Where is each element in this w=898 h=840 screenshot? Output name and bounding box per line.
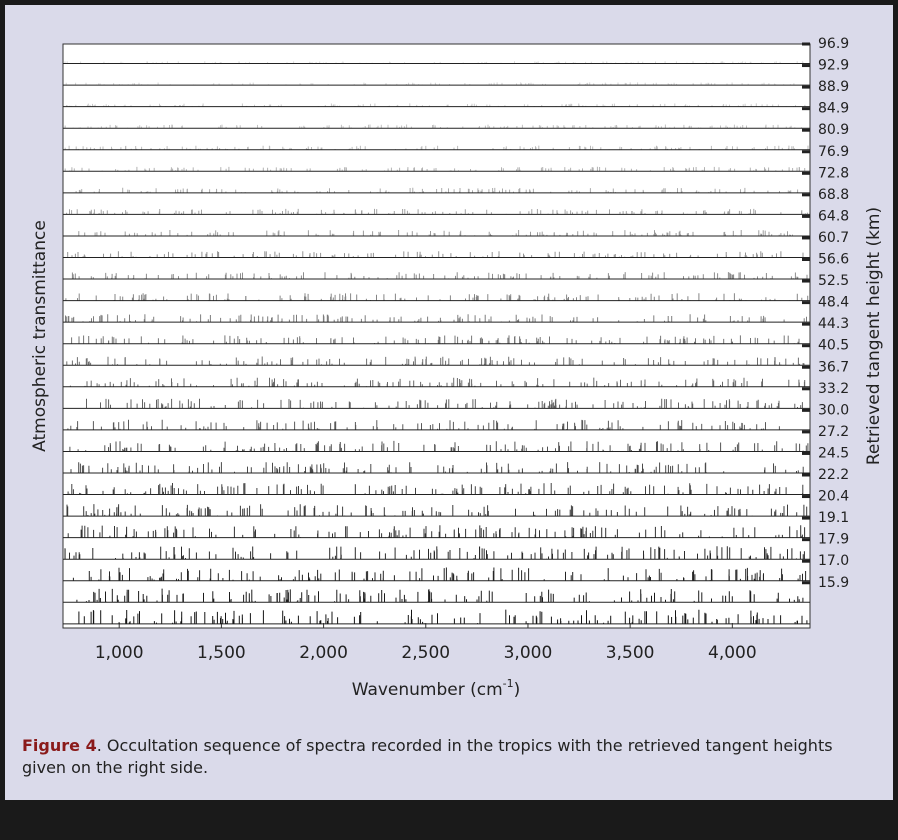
y2-tick-label: 56.6 bbox=[818, 252, 849, 268]
y2-axis-label: Retrieved tangent height (km) bbox=[864, 207, 884, 465]
plot-area bbox=[62, 43, 811, 629]
y2-tick-label: 27.2 bbox=[818, 424, 849, 440]
y2-tick-label: 44.3 bbox=[818, 316, 849, 332]
x-tick-label: 4,000 bbox=[708, 643, 757, 663]
y2-tick-label: 96.9 bbox=[818, 36, 849, 52]
x-axis-label-end: ) bbox=[514, 680, 521, 700]
y2-tick-label: 52.5 bbox=[818, 273, 849, 289]
y2-tick-label: 64.8 bbox=[818, 208, 849, 224]
y2-tick-label: 19.1 bbox=[818, 510, 849, 526]
y2-tick-label: 68.8 bbox=[818, 187, 849, 203]
y2-tick-label: 40.5 bbox=[818, 338, 849, 354]
spectrum-texture bbox=[76, 588, 804, 603]
chart: Atmospheric transmittance Retrieved tang… bbox=[30, 36, 884, 700]
y2-tick-label: 17.0 bbox=[818, 553, 849, 569]
spectrum-texture bbox=[64, 546, 805, 560]
x-axis-label-sup: -1 bbox=[503, 677, 514, 690]
y2-tick-label: 30.0 bbox=[818, 402, 849, 418]
spectrum-texture bbox=[66, 356, 805, 366]
y2-tick-label: 60.7 bbox=[818, 230, 849, 246]
y2-tick-label: 24.5 bbox=[818, 445, 849, 461]
caption: Figure 4. Occultation sequence of spectr… bbox=[22, 735, 862, 779]
x-tick-label: 2,000 bbox=[299, 643, 348, 663]
caption-text: . Occultation sequence of spectra record… bbox=[22, 736, 833, 777]
spectrum-texture bbox=[67, 483, 804, 495]
y2-tick-label: 15.9 bbox=[818, 575, 849, 591]
spectrum-texture bbox=[65, 314, 807, 323]
x-tick-label: 1,500 bbox=[197, 643, 246, 663]
y2-tick-label: 80.9 bbox=[818, 122, 849, 138]
x-axis-label: Wavenumber (cm-1) bbox=[352, 677, 521, 700]
spectrum-texture bbox=[69, 440, 809, 452]
y2-tick-label: 88.9 bbox=[818, 79, 849, 95]
y2-tick-label: 48.4 bbox=[818, 295, 849, 311]
spectrum-texture bbox=[78, 230, 793, 236]
x-tick-label: 3,000 bbox=[504, 643, 553, 663]
spectrum-texture bbox=[86, 398, 803, 409]
x-axis-label-text: Wavenumber (cm bbox=[352, 680, 503, 700]
x-tick-label: 1,000 bbox=[95, 643, 144, 663]
y-axis-label: Atmospheric transmittance bbox=[30, 220, 50, 452]
y2-tick-label: 72.8 bbox=[818, 165, 849, 181]
y2-tick-label: 17.9 bbox=[818, 532, 849, 548]
y2-tick-label: 76.9 bbox=[818, 144, 849, 160]
y2-tick-label: 20.4 bbox=[818, 489, 849, 505]
x-tick-label: 2,500 bbox=[401, 643, 450, 663]
y2-tick-label: 36.7 bbox=[818, 359, 849, 375]
spectrum-texture bbox=[72, 567, 807, 581]
y2-tick-label: 92.9 bbox=[818, 58, 849, 74]
y2-tick-label: 84.9 bbox=[818, 101, 849, 117]
y2-tick-label: 22.2 bbox=[818, 467, 849, 483]
x-tick-label: 3,500 bbox=[606, 643, 655, 663]
spectrum-texture bbox=[69, 377, 806, 387]
y2-tick-label: 33.2 bbox=[818, 381, 849, 397]
caption-label: Figure 4 bbox=[22, 736, 97, 755]
footer-band bbox=[0, 800, 898, 840]
